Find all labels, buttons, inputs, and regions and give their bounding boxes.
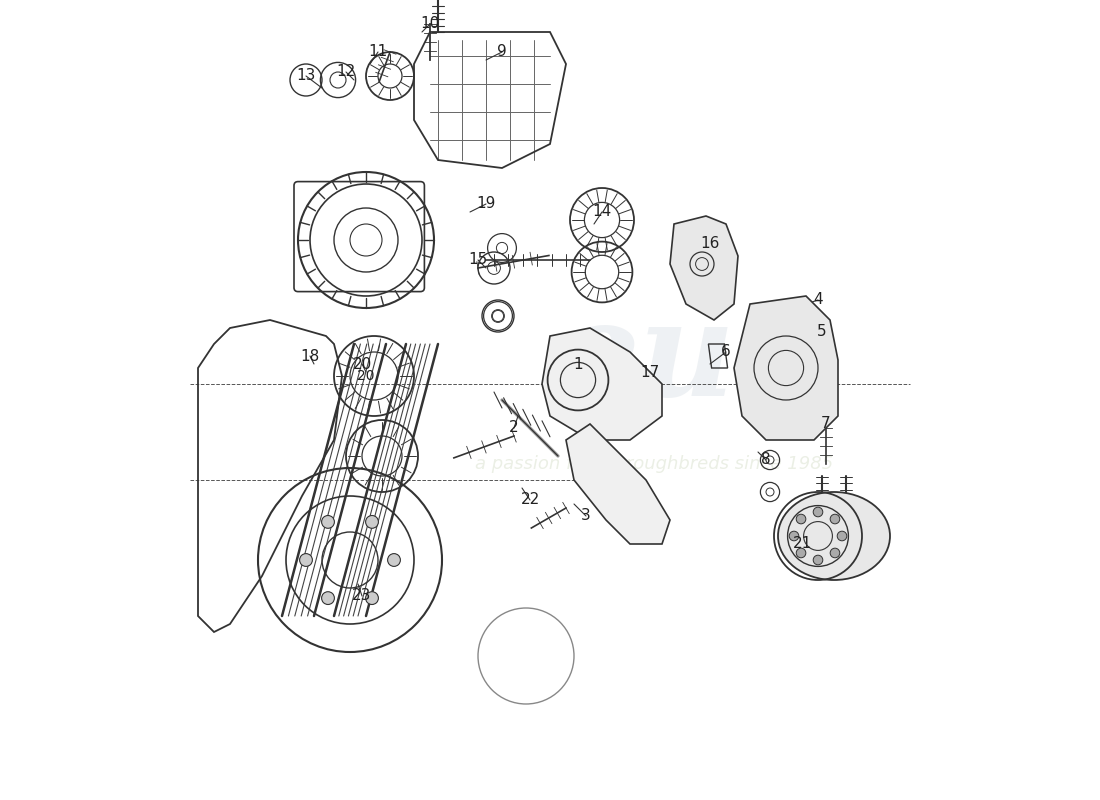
Circle shape xyxy=(813,555,823,565)
Text: 10: 10 xyxy=(420,17,440,31)
Text: 16: 16 xyxy=(701,237,719,251)
Text: 15: 15 xyxy=(469,253,487,267)
Text: 6: 6 xyxy=(722,345,730,359)
Text: 13: 13 xyxy=(296,69,316,83)
Polygon shape xyxy=(542,328,662,440)
Text: 20: 20 xyxy=(352,357,372,371)
Text: 14: 14 xyxy=(593,205,612,219)
Text: 4: 4 xyxy=(813,293,823,307)
Text: 18: 18 xyxy=(300,349,320,363)
Text: 5: 5 xyxy=(817,325,827,339)
Ellipse shape xyxy=(778,492,890,580)
Text: 23: 23 xyxy=(352,589,372,603)
Text: 11: 11 xyxy=(368,45,387,59)
Text: 20: 20 xyxy=(358,369,375,383)
Text: 8: 8 xyxy=(761,453,771,467)
Circle shape xyxy=(365,515,378,528)
Circle shape xyxy=(321,592,334,605)
Circle shape xyxy=(796,548,806,558)
Circle shape xyxy=(837,531,847,541)
Polygon shape xyxy=(566,424,670,544)
Text: 7: 7 xyxy=(822,417,830,431)
Text: 17: 17 xyxy=(640,365,660,379)
Circle shape xyxy=(321,515,334,528)
Text: eu: eu xyxy=(556,295,736,425)
Text: 12: 12 xyxy=(337,65,355,79)
Polygon shape xyxy=(734,296,838,440)
Circle shape xyxy=(299,554,312,566)
Text: 22: 22 xyxy=(520,493,540,507)
Text: 9: 9 xyxy=(497,45,507,59)
Circle shape xyxy=(830,548,839,558)
Text: 21: 21 xyxy=(792,537,812,551)
Text: 3: 3 xyxy=(581,509,591,523)
Circle shape xyxy=(830,514,839,524)
Circle shape xyxy=(365,592,378,605)
Circle shape xyxy=(789,531,799,541)
Circle shape xyxy=(813,507,823,517)
Text: 2: 2 xyxy=(509,421,519,435)
Text: 19: 19 xyxy=(476,197,496,211)
Text: 1: 1 xyxy=(573,357,583,371)
Polygon shape xyxy=(670,216,738,320)
Circle shape xyxy=(387,554,400,566)
Text: a passion for thoroughbreds since 1985: a passion for thoroughbreds since 1985 xyxy=(475,455,833,473)
Circle shape xyxy=(796,514,806,524)
